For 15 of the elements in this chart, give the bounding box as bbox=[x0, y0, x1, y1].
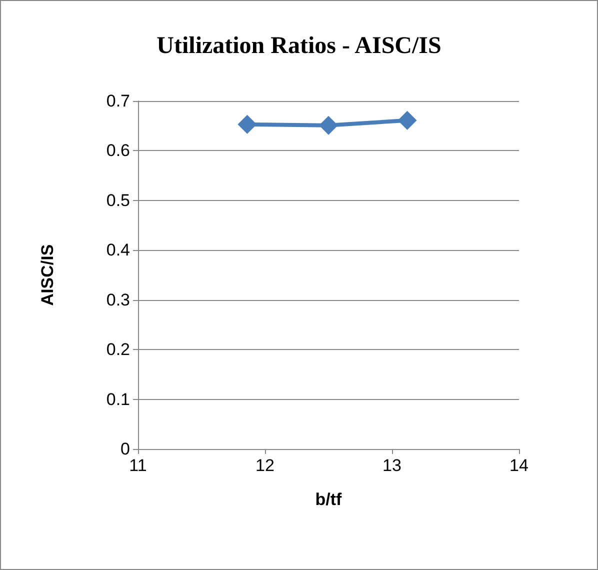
y-tick-label: 0.6 bbox=[106, 141, 130, 160]
y-tick-label: 0.4 bbox=[106, 240, 130, 260]
x-tick-label: 11 bbox=[129, 456, 147, 475]
x-tick-label: 12 bbox=[256, 456, 274, 475]
y-tick-label: 0.2 bbox=[106, 340, 130, 360]
y-tick-label: 0 bbox=[120, 440, 130, 458]
chart-title: Utilization Ratios - AISC/IS bbox=[156, 33, 442, 59]
y-axis-title: AISC/IS bbox=[38, 244, 57, 306]
x-tick-label: 13 bbox=[382, 456, 402, 475]
y-tick-label: 0.7 bbox=[106, 92, 130, 110]
x-tick-label: 14 bbox=[510, 456, 528, 475]
y-tick-label: 0.1 bbox=[106, 390, 130, 409]
y-tick-label: 0.3 bbox=[106, 290, 130, 310]
y-tick-label: 0.5 bbox=[106, 190, 130, 210]
x-axis-title: b/tf bbox=[315, 490, 342, 509]
